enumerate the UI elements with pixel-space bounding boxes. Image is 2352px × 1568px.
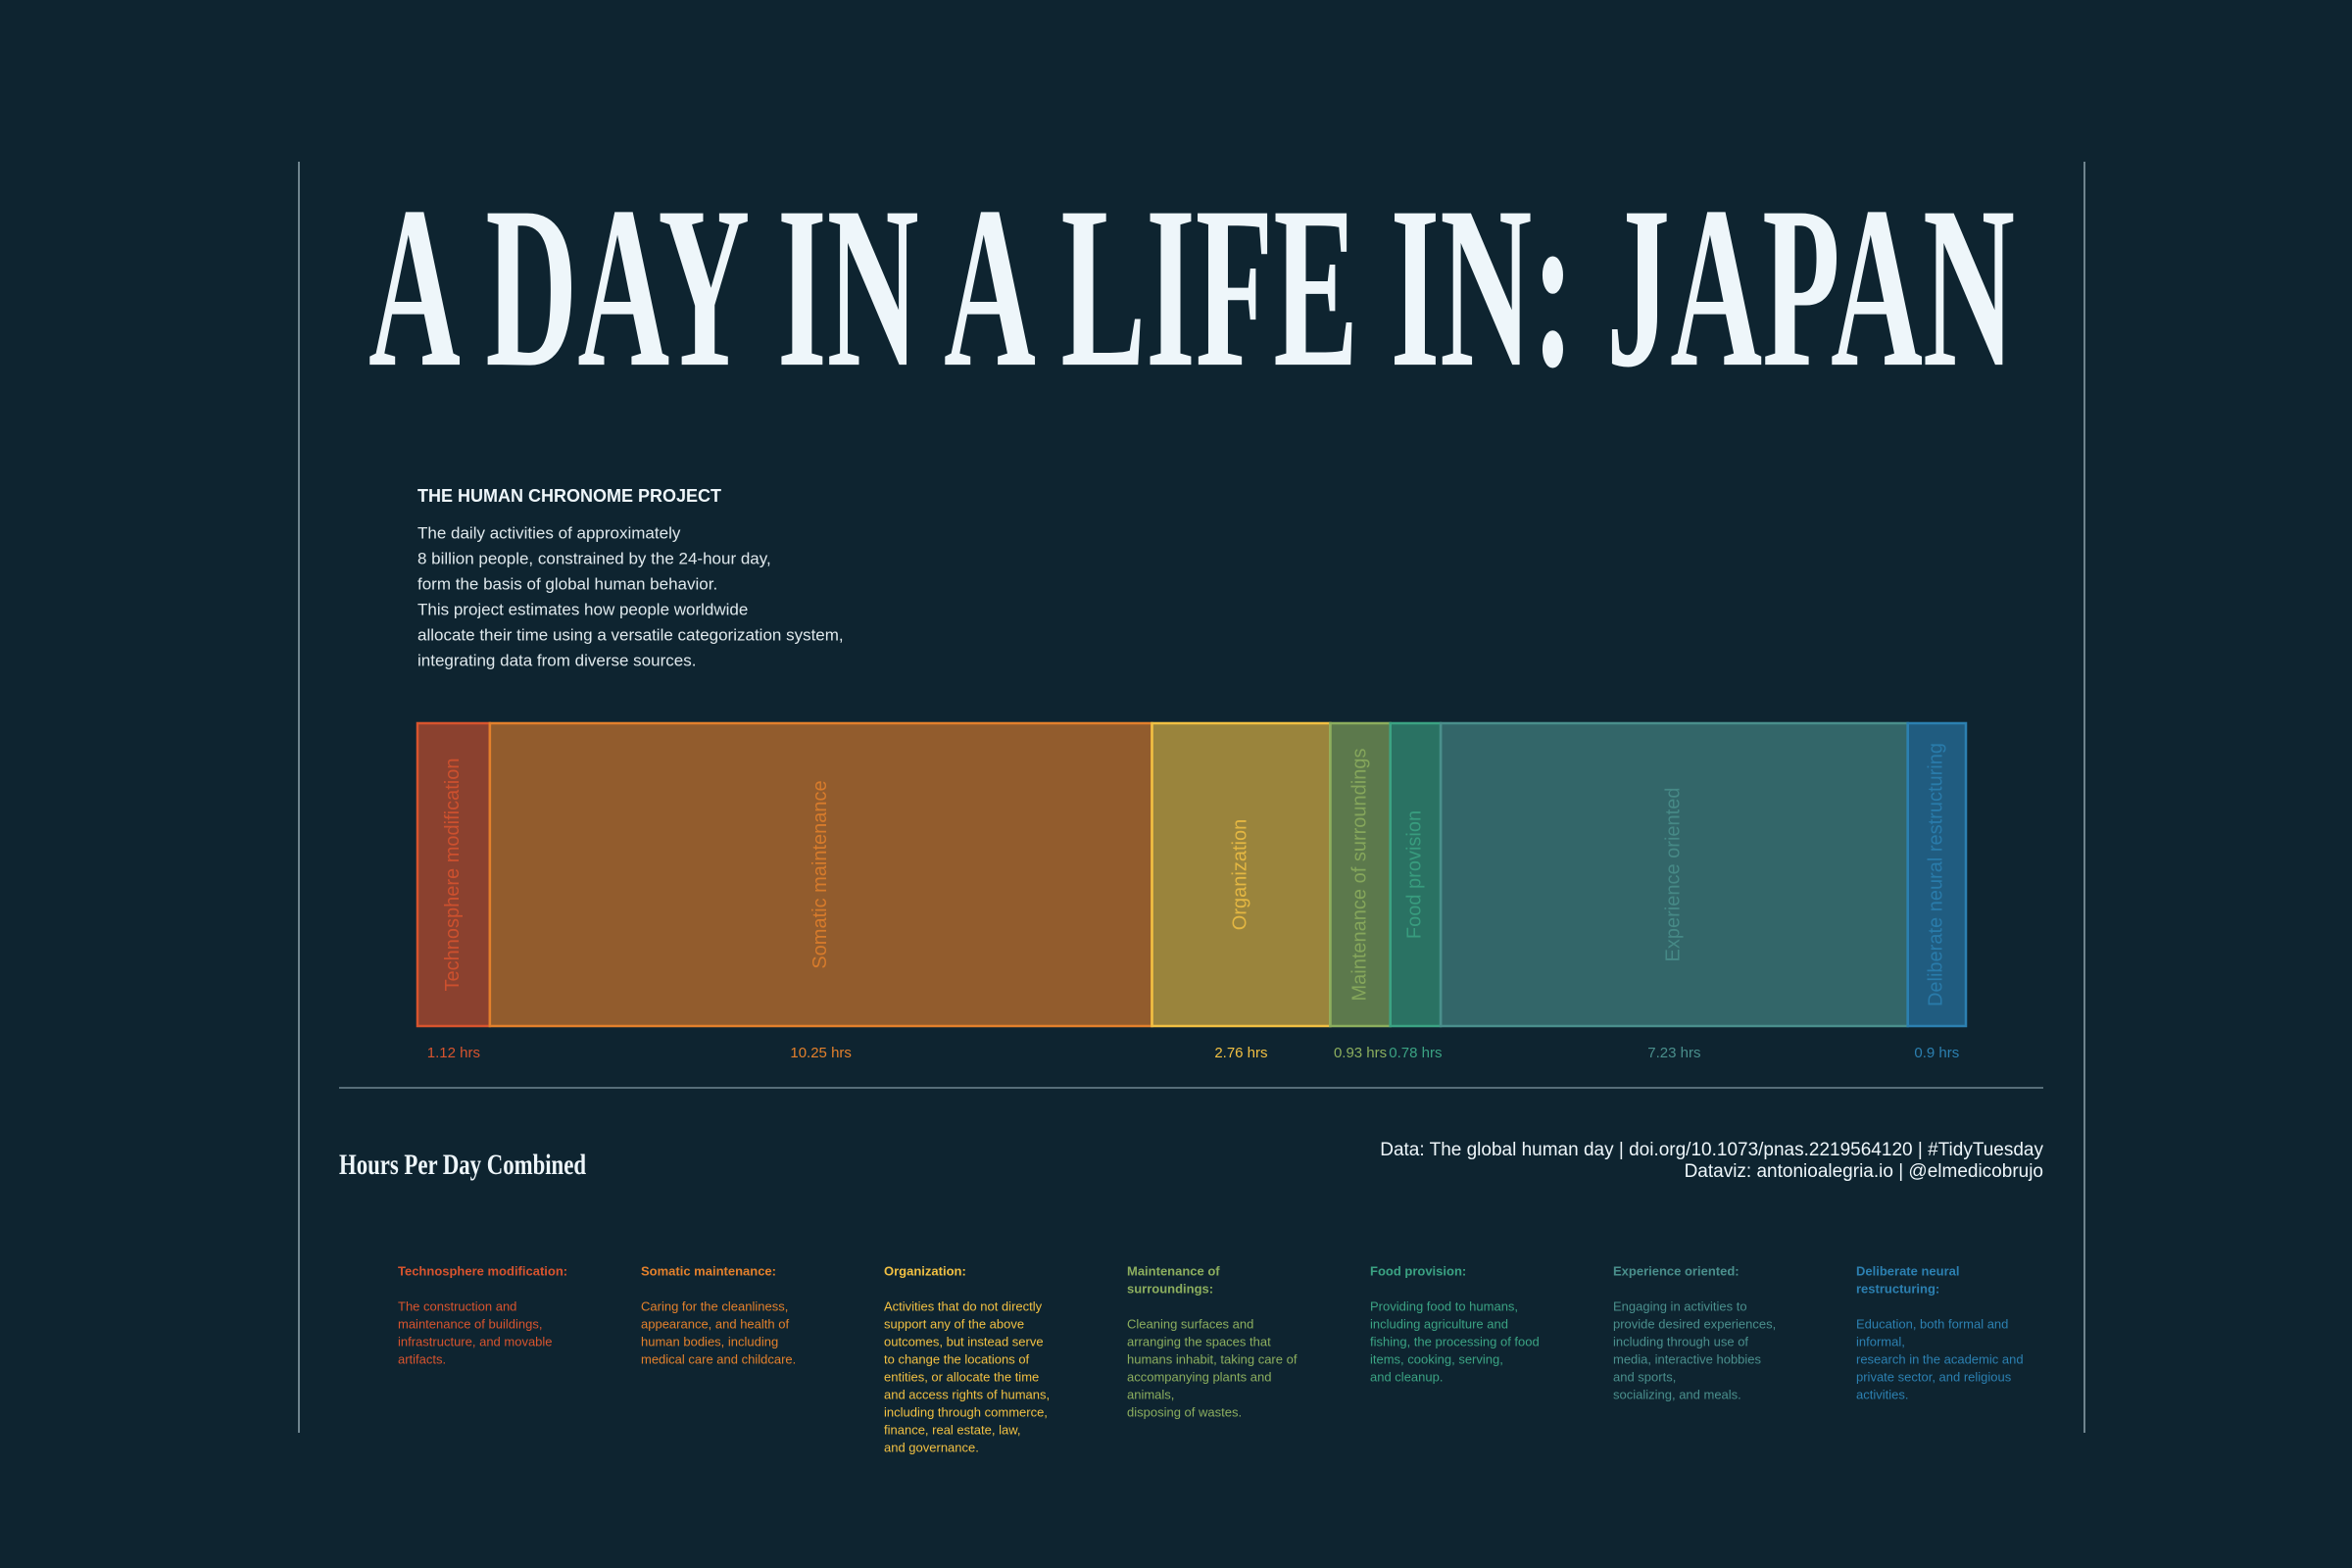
bar-segment: [1389, 721, 1443, 1028]
legend-heading: surroundings:: [1127, 1281, 1213, 1296]
legend-text: artifacts.: [398, 1351, 446, 1366]
legend-text: and cleanup.: [1370, 1369, 1443, 1384]
legend-text: activities.: [1856, 1387, 1908, 1401]
bar-segment: [1439, 721, 1909, 1028]
source-line: Dataviz: antonioalegria.io | @elmedicobr…: [1685, 1161, 2043, 1182]
legend-heading: Experience oriented:: [1613, 1263, 1740, 1278]
legend-text: entities, or allocate the time: [884, 1369, 1039, 1384]
bar-segment: [1329, 721, 1392, 1028]
legend-heading: Maintenance of: [1127, 1263, 1220, 1278]
project-line: The daily activities of approximately: [417, 523, 681, 542]
legend-text: finance, real estate, law,: [884, 1422, 1020, 1437]
value-label: 0.9 hrs: [1914, 1045, 1959, 1061]
value-label: 7.23 hrs: [1647, 1045, 1700, 1061]
legend-text: arranging the spaces that: [1127, 1334, 1271, 1348]
legend-text: animals,: [1127, 1387, 1174, 1401]
legend-text: outcomes, but instead serve: [884, 1334, 1044, 1348]
legend-text: Providing food to humans,: [1370, 1298, 1518, 1313]
legend-text: including through use of: [1613, 1334, 1748, 1348]
value-label: 10.25 hrs: [790, 1045, 852, 1061]
project-line: integrating data from diverse sources.: [417, 651, 696, 669]
legend-heading: Somatic maintenance:: [641, 1263, 776, 1278]
segment-label: Deliberate neural restructuring: [1926, 743, 1947, 1006]
legend-heading: restructuring:: [1856, 1281, 1939, 1296]
legend-text: Cleaning surfaces and: [1127, 1316, 1253, 1331]
project-line: This project estimates how people worldw…: [417, 600, 748, 618]
project-line: 8 billion people, constrained by the 24-…: [417, 549, 771, 567]
segment-label: Organization: [1230, 819, 1251, 930]
legend-heading: Deliberate neural: [1856, 1263, 1960, 1278]
legend-text: research in the academic and: [1856, 1351, 2024, 1366]
legend-heading: Organization:: [884, 1263, 966, 1278]
value-label: 0.93 hrs: [1334, 1045, 1387, 1061]
legend-text: media, interactive hobbies: [1613, 1351, 1762, 1366]
legend-text: to change the locations of: [884, 1351, 1030, 1366]
legend-text: fishing, the processing of food: [1370, 1334, 1540, 1348]
value-label: 0.78 hrs: [1389, 1045, 1442, 1061]
legend-text: and access rights of humans,: [884, 1387, 1050, 1401]
value-label: 1.12 hrs: [427, 1045, 480, 1061]
legend-text: medical care and childcare.: [641, 1351, 796, 1366]
value-label: 2.76 hrs: [1214, 1045, 1267, 1061]
legend-text: private sector, and religious: [1856, 1369, 2012, 1384]
segment-label: Maintenance of surroundings: [1348, 749, 1370, 1002]
legend-text: support any of the above: [884, 1316, 1024, 1331]
segment-label: Somatic maintenance: [809, 780, 831, 968]
legend-text: informal,: [1856, 1334, 1905, 1348]
project-line: allocate their time using a versatile ca…: [417, 625, 844, 644]
caption: Hours Per Day Combined: [339, 1149, 586, 1181]
legend-text: Engaging in activities to: [1613, 1298, 1747, 1313]
legend-text: Education, both formal and: [1856, 1316, 2008, 1331]
segment-label: Food provision: [1404, 810, 1426, 939]
legend-text: accompanying plants and: [1127, 1369, 1271, 1384]
segment-label: Experience oriented: [1663, 788, 1685, 962]
bar-segment: [416, 721, 492, 1028]
legend-text: Caring for the cleanliness,: [641, 1298, 788, 1313]
legend-text: The construction and: [398, 1298, 516, 1313]
title: A DAY IN A LIFE IN: JAPAN: [368, 160, 2015, 416]
legend-text: and sports,: [1613, 1369, 1676, 1384]
legend-text: provide desired experiences,: [1613, 1316, 1776, 1331]
legend-heading: Technosphere modification:: [398, 1263, 567, 1278]
source-line: Data: The global human day | doi.org/10.…: [1380, 1140, 2043, 1160]
legend-text: including agriculture and: [1370, 1316, 1508, 1331]
legend-text: Activities that do not directly: [884, 1298, 1043, 1313]
legend-heading: Food provision:: [1370, 1263, 1466, 1278]
legend-text: socializing, and meals.: [1613, 1387, 1741, 1401]
project-line: form the basis of global human behavior.: [417, 574, 717, 593]
legend-text: and governance.: [884, 1440, 979, 1454]
legend-text: maintenance of buildings,: [398, 1316, 542, 1331]
legend-text: humans inhabit, taking care of: [1127, 1351, 1298, 1366]
project-heading: THE HUMAN CHRONOME PROJECT: [417, 486, 721, 506]
legend-text: including through commerce,: [884, 1404, 1048, 1419]
legend-text: items, cooking, serving,: [1370, 1351, 1503, 1366]
bar-segment: [1906, 721, 1968, 1028]
legend-text: human bodies, including: [641, 1334, 778, 1348]
segment-label: Technosphere modification: [442, 759, 464, 992]
legend-text: infrastructure, and movable: [398, 1334, 553, 1348]
legend-text: disposing of wastes.: [1127, 1404, 1242, 1419]
legend-text: appearance, and health of: [641, 1316, 789, 1331]
